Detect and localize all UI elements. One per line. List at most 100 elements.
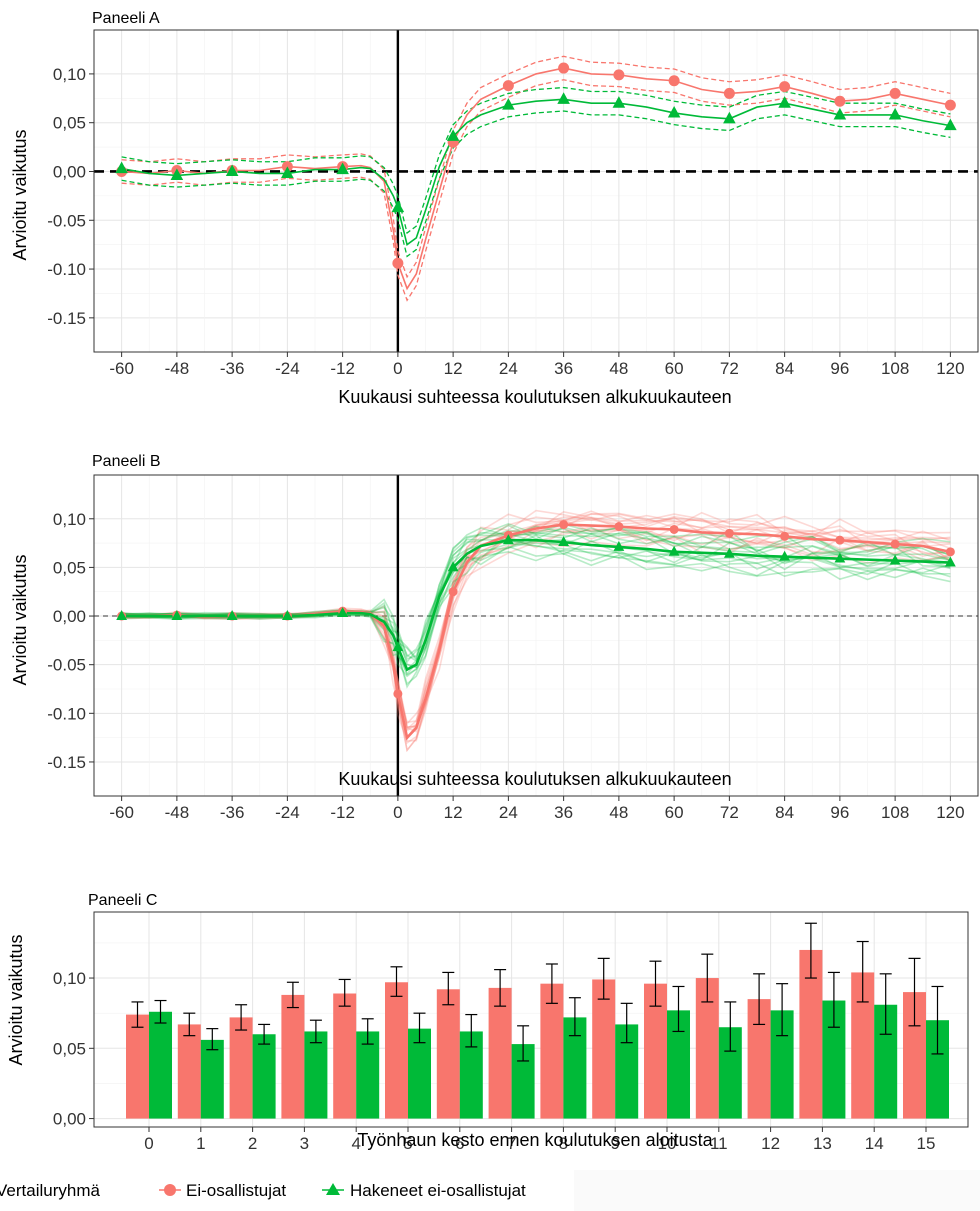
panel-b-frame (93, 474, 979, 797)
bar-hak (770, 1010, 794, 1119)
y-tick-label: 0,00 (53, 1110, 86, 1129)
bar-ei (592, 979, 616, 1119)
x-tick-label: 36 (554, 803, 573, 822)
y-tick-label: 0,10 (53, 510, 86, 529)
x-tick-label: 12 (444, 803, 463, 822)
panel-a-x-ticks: -60 -48 -36 -24 -12 0 12 24 36 48 60 72 84 96 108 120 (109, 352, 965, 378)
point-hak (779, 550, 791, 561)
point-hak (723, 547, 735, 558)
sample-line (121, 527, 951, 753)
legend-label-ei: Ei-osallistujat (186, 1181, 286, 1200)
point-hak (557, 92, 570, 104)
point-hak (944, 118, 957, 131)
point-hak (115, 161, 128, 174)
point-hak (778, 96, 791, 108)
x-tick-label: 120 (936, 803, 964, 822)
bar-hak (926, 1020, 949, 1119)
sample-line (121, 519, 951, 752)
point-hak (446, 129, 460, 141)
x-tick-label: 60 (665, 803, 684, 822)
point-hak (558, 536, 570, 547)
point-hak (391, 200, 405, 213)
x-tick-label: 12 (761, 1134, 780, 1153)
bar-hak (874, 1004, 898, 1119)
x-tick-label: 12 (444, 359, 463, 378)
x-tick-label: 84 (775, 359, 794, 378)
bar-ei (799, 949, 823, 1119)
bar-hak (149, 1011, 172, 1119)
panel-b-x-title: Kuukausi suhteessa koulutuksen alkukuuka… (338, 769, 731, 789)
y-tick-label: 0,10 (53, 65, 86, 84)
bar-ei (695, 978, 719, 1119)
point-ei (945, 547, 955, 557)
point-ei (890, 539, 900, 549)
bar-ei (229, 1017, 253, 1119)
x-tick-label: -60 (109, 803, 134, 822)
x-tick-label: 7 (507, 1134, 516, 1153)
y-tick-label: 0,05 (53, 1039, 86, 1058)
y-tick-label: 0,05 (53, 114, 86, 133)
point-hak (667, 105, 681, 118)
point-hak (336, 162, 349, 175)
x-tick-label: 10 (658, 1134, 677, 1153)
x-tick-label: 11 (710, 1134, 728, 1153)
bar-hak (615, 1024, 639, 1119)
bar-hak (667, 1010, 690, 1119)
bar-hak (356, 1031, 380, 1119)
ci-lower-line (121, 110, 951, 258)
ci-lower-line (121, 79, 951, 302)
bar-ei (177, 1024, 201, 1119)
point-hak (888, 107, 902, 120)
point-hak (668, 545, 680, 556)
x-tick-label: 24 (499, 803, 518, 822)
point-hak (833, 107, 847, 120)
bar-hak (718, 1027, 742, 1119)
bar-ei (488, 987, 512, 1119)
point-ei (393, 689, 403, 699)
panel-b-x-ticks: -60 -48 -36 -24 -12 0 12 24 36 48 60 72 84 96 108 120 (109, 796, 965, 822)
x-tick-label: -48 (165, 803, 190, 822)
point-ei (835, 535, 845, 545)
x-tick-label: 14 (865, 1134, 884, 1153)
point-ei (779, 81, 791, 93)
point-ei (392, 257, 404, 269)
point-hak (889, 554, 901, 565)
bar-hak (511, 1044, 535, 1119)
x-tick-label: -36 (220, 803, 245, 822)
x-tick-label: 96 (830, 359, 849, 378)
bar-ei (644, 983, 667, 1119)
point-ei (889, 87, 901, 99)
y-tick-label: 0,00 (53, 162, 86, 181)
y-tick-label: -0.05 (47, 656, 86, 675)
x-tick-label: 72 (720, 359, 739, 378)
legend-title: Vertailuryhmä (0, 1181, 100, 1200)
bar-hak (459, 1031, 483, 1119)
panel-c-y-ticks: 0,00 0,05 0,10 (53, 969, 94, 1129)
x-tick-label: 108 (881, 803, 909, 822)
legend-key-circle-icon (164, 1184, 176, 1196)
point-hak (502, 98, 515, 110)
x-tick-label: 96 (830, 803, 849, 822)
point-hak (226, 610, 238, 620)
x-tick-label: 0 (393, 359, 402, 378)
x-tick-label: 108 (881, 359, 909, 378)
bar-ei (281, 994, 305, 1119)
y-tick-label: -0.05 (47, 211, 86, 230)
x-tick-label: 0 (393, 803, 402, 822)
y-tick-label: -0.15 (47, 309, 86, 328)
point-hak (944, 556, 956, 567)
point-hak (281, 610, 293, 620)
x-tick-label: 48 (609, 803, 628, 822)
bar-hak (822, 1000, 846, 1119)
panel-b-title: Paneeli B (92, 453, 161, 470)
point-hak (171, 610, 183, 620)
legend-item-ei-osallistujat: Ei-osallistujat (159, 1181, 286, 1200)
panel-a-y-ticks: -0.15 -0.10 -0.05 0,00 0,05 0,10 (47, 65, 94, 328)
panel-a-markers (115, 62, 957, 269)
x-tick-label: 48 (609, 359, 628, 378)
y-tick-label: 0,05 (53, 558, 86, 577)
point-ei (723, 87, 735, 99)
x-tick-label: 9 (610, 1134, 619, 1153)
x-tick-label: 2 (248, 1134, 257, 1153)
